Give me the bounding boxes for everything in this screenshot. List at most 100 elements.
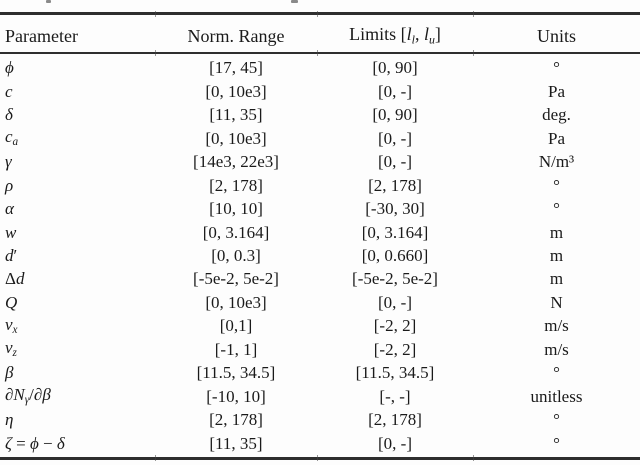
limits-cell: [2, 178] bbox=[368, 175, 422, 195]
math-segment: γ bbox=[5, 152, 12, 172]
math-segment: , bbox=[414, 24, 424, 45]
math-segment: c bbox=[5, 81, 13, 101]
rule-joint bbox=[473, 11, 474, 17]
param-cell: ρ bbox=[0, 177, 155, 194]
units-cell: unitless bbox=[530, 386, 583, 406]
rule-joint bbox=[317, 11, 318, 17]
limits-cell: [0, -] bbox=[378, 292, 412, 312]
math-segment: w bbox=[5, 222, 17, 242]
norm-range-cell: [10, 10] bbox=[209, 199, 263, 219]
table-row: vz [-1, 1] [-2, 2] m/s bbox=[0, 338, 640, 361]
math-segment: l bbox=[411, 32, 415, 47]
table-row: γ [14e3, 22e3] [0, -] N/m³ bbox=[0, 150, 640, 173]
rule-joint bbox=[155, 11, 156, 17]
table-row: c [0, 10e3] [0, -] Pa bbox=[0, 79, 640, 102]
math-segment: β bbox=[5, 363, 14, 383]
limits-cell: [2, 178] bbox=[368, 410, 422, 430]
units-cell: N/m³ bbox=[538, 152, 575, 172]
norm-range-cell: [0, 10e3] bbox=[205, 292, 267, 312]
math-segment: v bbox=[5, 314, 13, 334]
table-row: ζ = ϕ − δ [11, 35] [0, -] ° bbox=[0, 432, 640, 455]
table-row: ca [0, 10e3] [0, -] Pa bbox=[0, 126, 640, 149]
math-segment: − bbox=[38, 433, 57, 453]
rule-joint bbox=[473, 455, 474, 461]
table-bottom-rule bbox=[0, 457, 640, 460]
math-segment: d bbox=[15, 269, 25, 289]
param-cell: η bbox=[0, 411, 155, 428]
norm-range-cell: [-10, 10] bbox=[206, 386, 266, 406]
cropped-caption-fragment bbox=[291, 0, 298, 3]
rule-joint bbox=[317, 455, 318, 461]
param-cell: α bbox=[0, 200, 155, 217]
param-cell: w bbox=[0, 224, 155, 241]
table-row: ∂Nγ/∂β [-10, 10] [-, -] unitless bbox=[0, 385, 640, 408]
limits-cell: [-2, 2] bbox=[373, 339, 417, 359]
norm-range-cell: [11, 35] bbox=[209, 433, 263, 453]
math-segment: v bbox=[5, 338, 13, 358]
limits-cell: [0, -] bbox=[378, 81, 412, 101]
param-cell: Δd bbox=[0, 270, 155, 287]
units-cell: ° bbox=[553, 58, 560, 78]
table-row: Q [0, 10e3] [0, -] N bbox=[0, 291, 640, 314]
units-cell: ° bbox=[553, 433, 560, 453]
param-cell: vz bbox=[0, 339, 155, 359]
rule-joint bbox=[317, 50, 318, 56]
math-segment: c bbox=[5, 126, 13, 146]
math-segment: = bbox=[11, 433, 30, 453]
cropped-caption-fragment bbox=[46, 0, 51, 3]
column-header-parameter: Parameter bbox=[5, 26, 78, 46]
math-segment: α bbox=[5, 199, 14, 219]
param-cell: β bbox=[0, 364, 155, 381]
math-segment: δ bbox=[56, 433, 65, 453]
math-segment: γ bbox=[24, 394, 30, 407]
units-cell: Pa bbox=[548, 81, 565, 101]
param-cell: γ bbox=[0, 153, 155, 170]
norm-range-cell: [-1, 1] bbox=[214, 339, 258, 359]
math-segment: ϕ bbox=[5, 58, 14, 78]
norm-range-cell: [14e3, 22e3] bbox=[193, 152, 279, 172]
norm-range-cell: [0, 3.164] bbox=[202, 222, 270, 242]
norm-range-cell: [0, 0.3] bbox=[211, 245, 261, 265]
units-cell: deg. bbox=[542, 105, 571, 125]
param-cell: d′ bbox=[0, 247, 155, 264]
math-segment: ∂ bbox=[33, 385, 43, 405]
table-row: vx [0,1] [-2, 2] m/s bbox=[0, 314, 640, 337]
table-row: d′ [0, 0.3] [0, 0.660] m bbox=[0, 244, 640, 267]
table-row: β [11.5, 34.5] [11.5, 34.5] ° bbox=[0, 361, 640, 384]
units-cell: m/s bbox=[544, 316, 569, 336]
param-cell: ca bbox=[0, 128, 155, 148]
math-segment: Limits [ bbox=[349, 24, 407, 45]
units-cell: ° bbox=[553, 175, 560, 195]
norm-range-cell: [2, 178] bbox=[209, 175, 263, 195]
math-segment: l bbox=[423, 24, 429, 45]
limits-cell: [-30, 30] bbox=[365, 199, 425, 219]
param-cell: ϕ bbox=[0, 59, 155, 76]
units-cell: m/s bbox=[544, 339, 569, 359]
units-cell: m bbox=[549, 269, 564, 289]
math-segment: z bbox=[12, 347, 17, 360]
math-segment: ∂ bbox=[5, 385, 14, 405]
limits-cell: [0, 3.164] bbox=[361, 222, 429, 242]
math-segment: Q bbox=[5, 292, 18, 312]
limits-cell: [-2, 2] bbox=[373, 316, 417, 336]
limits-cell: [0, 0.660] bbox=[361, 245, 429, 265]
limits-cell: [11.5, 34.5] bbox=[355, 363, 435, 383]
param-cell: ζ = ϕ − δ bbox=[0, 435, 155, 452]
limits-cell: [0, 90] bbox=[372, 58, 418, 78]
math-segment: Δ bbox=[5, 269, 16, 289]
table-row: δ [11, 35] [0, 90] deg. bbox=[0, 103, 640, 126]
param-cell: ∂Nγ/∂β bbox=[0, 386, 155, 406]
param-cell: c bbox=[0, 83, 155, 100]
column-header-norm-range: Norm. Range bbox=[187, 26, 285, 46]
math-segment: u bbox=[428, 32, 435, 47]
math-segment: β bbox=[42, 385, 51, 405]
norm-range-cell: [11, 35] bbox=[209, 105, 263, 125]
table-row: α [10, 10] [-30, 30] ° bbox=[0, 197, 640, 220]
table-header-row: Parameter Norm. Range Limits [ll, lu] Un… bbox=[0, 20, 640, 52]
math-segment: ϕ bbox=[29, 433, 39, 453]
limits-cell: [0, 90] bbox=[372, 105, 418, 125]
column-header-limits: Limits [ll, lu] bbox=[317, 25, 473, 46]
table-header-rule bbox=[0, 52, 640, 54]
limits-cell: [0, -] bbox=[378, 128, 412, 148]
